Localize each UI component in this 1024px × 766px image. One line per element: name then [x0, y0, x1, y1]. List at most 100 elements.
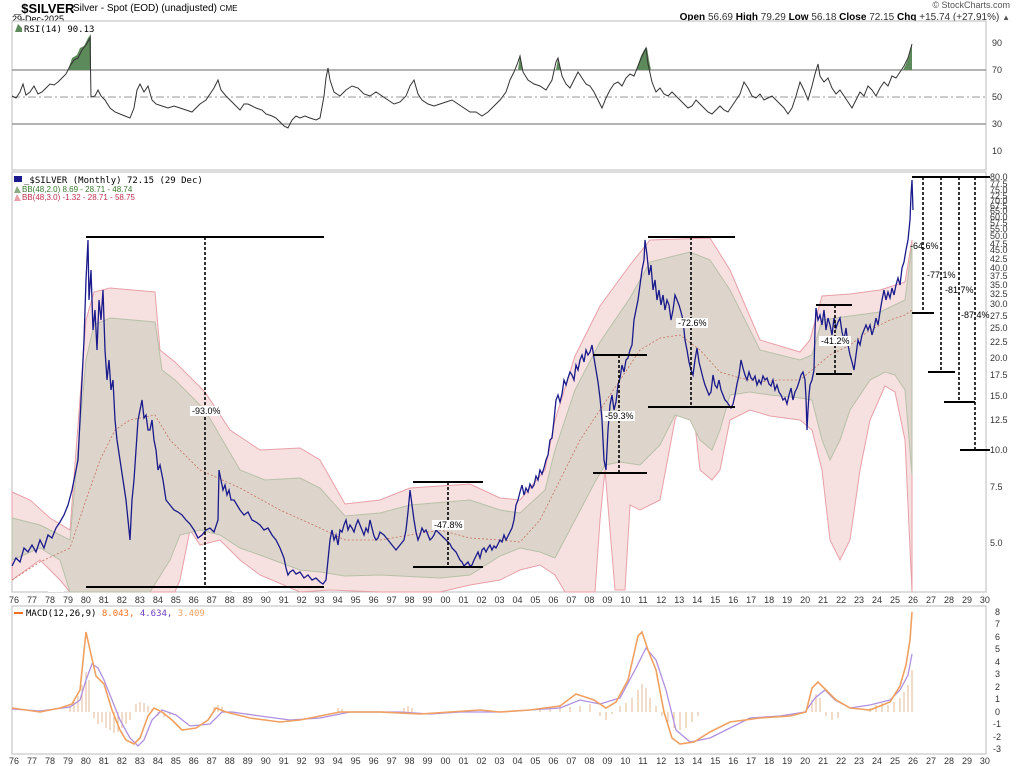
x-tick-label: 28: [944, 756, 954, 766]
x-tick-label: 22: [836, 595, 846, 605]
x-tick-label: 11: [638, 595, 647, 605]
x-tick-label: 24: [872, 595, 882, 605]
x-tick-label: 94: [333, 756, 343, 766]
legends: RSI(14) 90.13 _$SILVER (Monthly) 72.15 (…: [14, 24, 205, 619]
svg-text:65.0: 65.0: [990, 206, 1008, 216]
x-tick-label: 12: [656, 595, 666, 605]
x-tick-label: 82: [117, 595, 127, 605]
svg-text:27.5: 27.5: [990, 311, 1008, 321]
x-tick-label: 07: [566, 595, 576, 605]
x-tick-label: 23: [854, 756, 864, 766]
svg-text:77.5: 77.5: [990, 179, 1008, 189]
svg-text:15.0: 15.0: [990, 391, 1008, 401]
x-tick-label: 26: [908, 756, 918, 766]
x-tick-label: 90: [261, 756, 271, 766]
x-tick-label: 14: [692, 595, 702, 605]
svg-text:75.0: 75.0: [990, 185, 1008, 195]
close-value: 72.15: [869, 12, 895, 23]
macd-histogram: [69, 670, 913, 733]
x-tick-label: 02: [476, 756, 486, 766]
x-tick-label: 21: [818, 595, 828, 605]
svg-text:5: 5: [995, 644, 1000, 654]
x-tick-label: 81: [99, 595, 109, 605]
high-label: High: [735, 12, 758, 23]
x-tick-label: 16: [728, 595, 738, 605]
price-panel: -93.0% -47.8% -59.3% -72.6% -41.2% -64.6…: [11, 171, 1008, 593]
x-tick-label: 93: [315, 595, 325, 605]
x-tick-label: 29: [962, 595, 972, 605]
svg-text:3: 3: [995, 669, 1000, 679]
x-tick-label: 78: [45, 756, 55, 766]
x-tick-label: 89: [243, 756, 253, 766]
svg-text:37.5: 37.5: [990, 271, 1008, 281]
rsi-tick-50: 50: [992, 92, 1002, 102]
svg-text:42.5: 42.5: [990, 254, 1008, 264]
x-tick-label: 92: [297, 595, 307, 605]
x-tick-label: 95: [351, 595, 361, 605]
svg-text:47.5: 47.5: [990, 239, 1008, 249]
x-tick-label: 27: [926, 595, 936, 605]
x-tick-label: 30: [980, 595, 990, 605]
x-tick-label: 28: [944, 595, 954, 605]
x-tick-label: 77: [27, 595, 37, 605]
x-tick-label: 76: [9, 595, 19, 605]
x-tick-label: 98: [405, 595, 415, 605]
x-tick-label: 03: [494, 756, 504, 766]
price-x-axis: 76 77 78 79 80 81 82 83 84 85 86 87 88 89 90 91 92 93 94 95…: [9, 595, 990, 605]
label-93: -93.0%: [192, 406, 221, 416]
x-tick-label: 23: [854, 595, 864, 605]
label-81: -81.7%: [945, 285, 974, 295]
x-tick-label: 16: [728, 756, 738, 766]
x-tick-label: 17: [746, 595, 756, 605]
rsi-tick-10: 10: [992, 146, 1002, 156]
x-tick-label: 97: [387, 756, 397, 766]
svg-text:-3: -3: [993, 744, 1001, 754]
label-77: -77.1%: [927, 270, 956, 280]
x-tick-label: 77: [27, 756, 37, 766]
svg-text:60.0: 60.0: [990, 212, 1008, 222]
copyright: © StockCharts.com: [932, 0, 1010, 10]
svg-text:80.0: 80.0: [990, 172, 1008, 182]
svg-text:6: 6: [995, 632, 1000, 642]
symbol-description: Silver - Spot (EOD) (unadjusted) CME: [73, 3, 238, 14]
svg-text:10.0: 10.0: [990, 445, 1008, 455]
x-tick-label: 84: [153, 595, 163, 605]
chg-value: +15.74 (+27.91%): [919, 12, 1000, 23]
label-47: -47.8%: [434, 520, 463, 530]
svg-text:30.0: 30.0: [990, 299, 1008, 309]
price-legend-icon: [14, 176, 22, 182]
rsi-line: [11, 36, 913, 129]
bb2-legend-icon: [14, 186, 21, 193]
label-72: -72.6%: [678, 318, 707, 328]
x-tick-label: 01: [459, 756, 469, 766]
svg-text:17.5: 17.5: [990, 370, 1008, 380]
x-tick-label: 05: [530, 756, 540, 766]
svg-text:70.0: 70.0: [990, 196, 1008, 206]
macd-legend: MACD(12,26,9) 8.043, 4.634, 3.409: [26, 609, 205, 619]
svg-text:45.0: 45.0: [990, 245, 1008, 255]
x-tick-label: 24: [872, 756, 882, 766]
x-tick-label: 08: [584, 756, 594, 766]
macd-line: [11, 611, 913, 745]
rsi-legend: RSI(14) 90.13: [24, 25, 94, 35]
x-tick-label: 90: [261, 595, 271, 605]
drawdown-labels: -93.0% -47.8% -59.3% -72.6% -41.2% -64.6…: [190, 241, 990, 530]
x-tick-label: 79: [63, 595, 73, 605]
svg-text:40.0: 40.0: [990, 263, 1008, 273]
macd-label: MACD(12,26,9): [26, 609, 96, 619]
x-tick-label: 05: [530, 595, 540, 605]
svg-text:1: 1: [995, 694, 1000, 704]
open-value: 56.69: [707, 12, 733, 23]
x-tick-label: 86: [189, 756, 199, 766]
x-tick-label: 20: [800, 756, 810, 766]
svg-text:-1: -1: [993, 719, 1001, 729]
x-tick-label: 27: [926, 756, 936, 766]
x-tick-label: 83: [135, 756, 145, 766]
x-tick-label: 25: [890, 595, 900, 605]
x-tick-label: 91: [279, 595, 289, 605]
svg-text:25.0: 25.0: [990, 323, 1008, 333]
x-tick-label: 87: [207, 595, 217, 605]
x-tick-label: 85: [171, 595, 181, 605]
macd-panel: 8 7 6 5 4 3 2 1 0 -1 -2 -3: [11, 605, 1001, 755]
